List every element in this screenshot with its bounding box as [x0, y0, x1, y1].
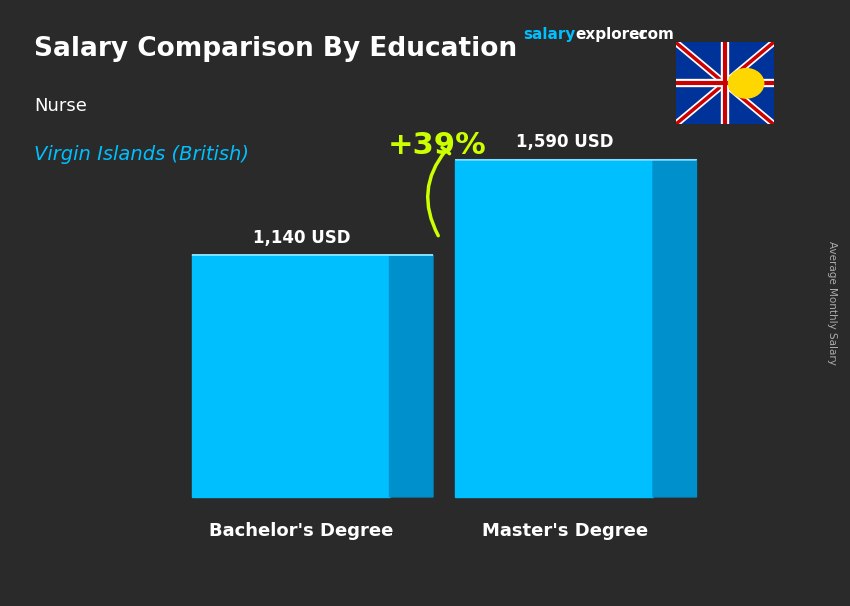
Text: +39%: +39%: [388, 132, 487, 161]
Text: Virgin Islands (British): Virgin Islands (British): [34, 145, 249, 164]
Polygon shape: [389, 255, 433, 497]
Text: explorer: explorer: [575, 27, 648, 42]
Text: Bachelor's Degree: Bachelor's Degree: [209, 522, 394, 541]
Circle shape: [728, 68, 763, 98]
Text: 1,140 USD: 1,140 USD: [252, 228, 350, 247]
Bar: [456, 159, 653, 497]
Text: 1,590 USD: 1,590 USD: [516, 133, 614, 151]
Text: Salary Comparison By Education: Salary Comparison By Education: [34, 36, 517, 62]
Bar: [192, 255, 389, 497]
Text: Nurse: Nurse: [34, 97, 87, 115]
Text: .com: .com: [633, 27, 674, 42]
Text: Average Monthly Salary: Average Monthly Salary: [827, 241, 837, 365]
Polygon shape: [653, 159, 696, 497]
Text: salary: salary: [523, 27, 575, 42]
Text: Master's Degree: Master's Degree: [482, 522, 649, 541]
